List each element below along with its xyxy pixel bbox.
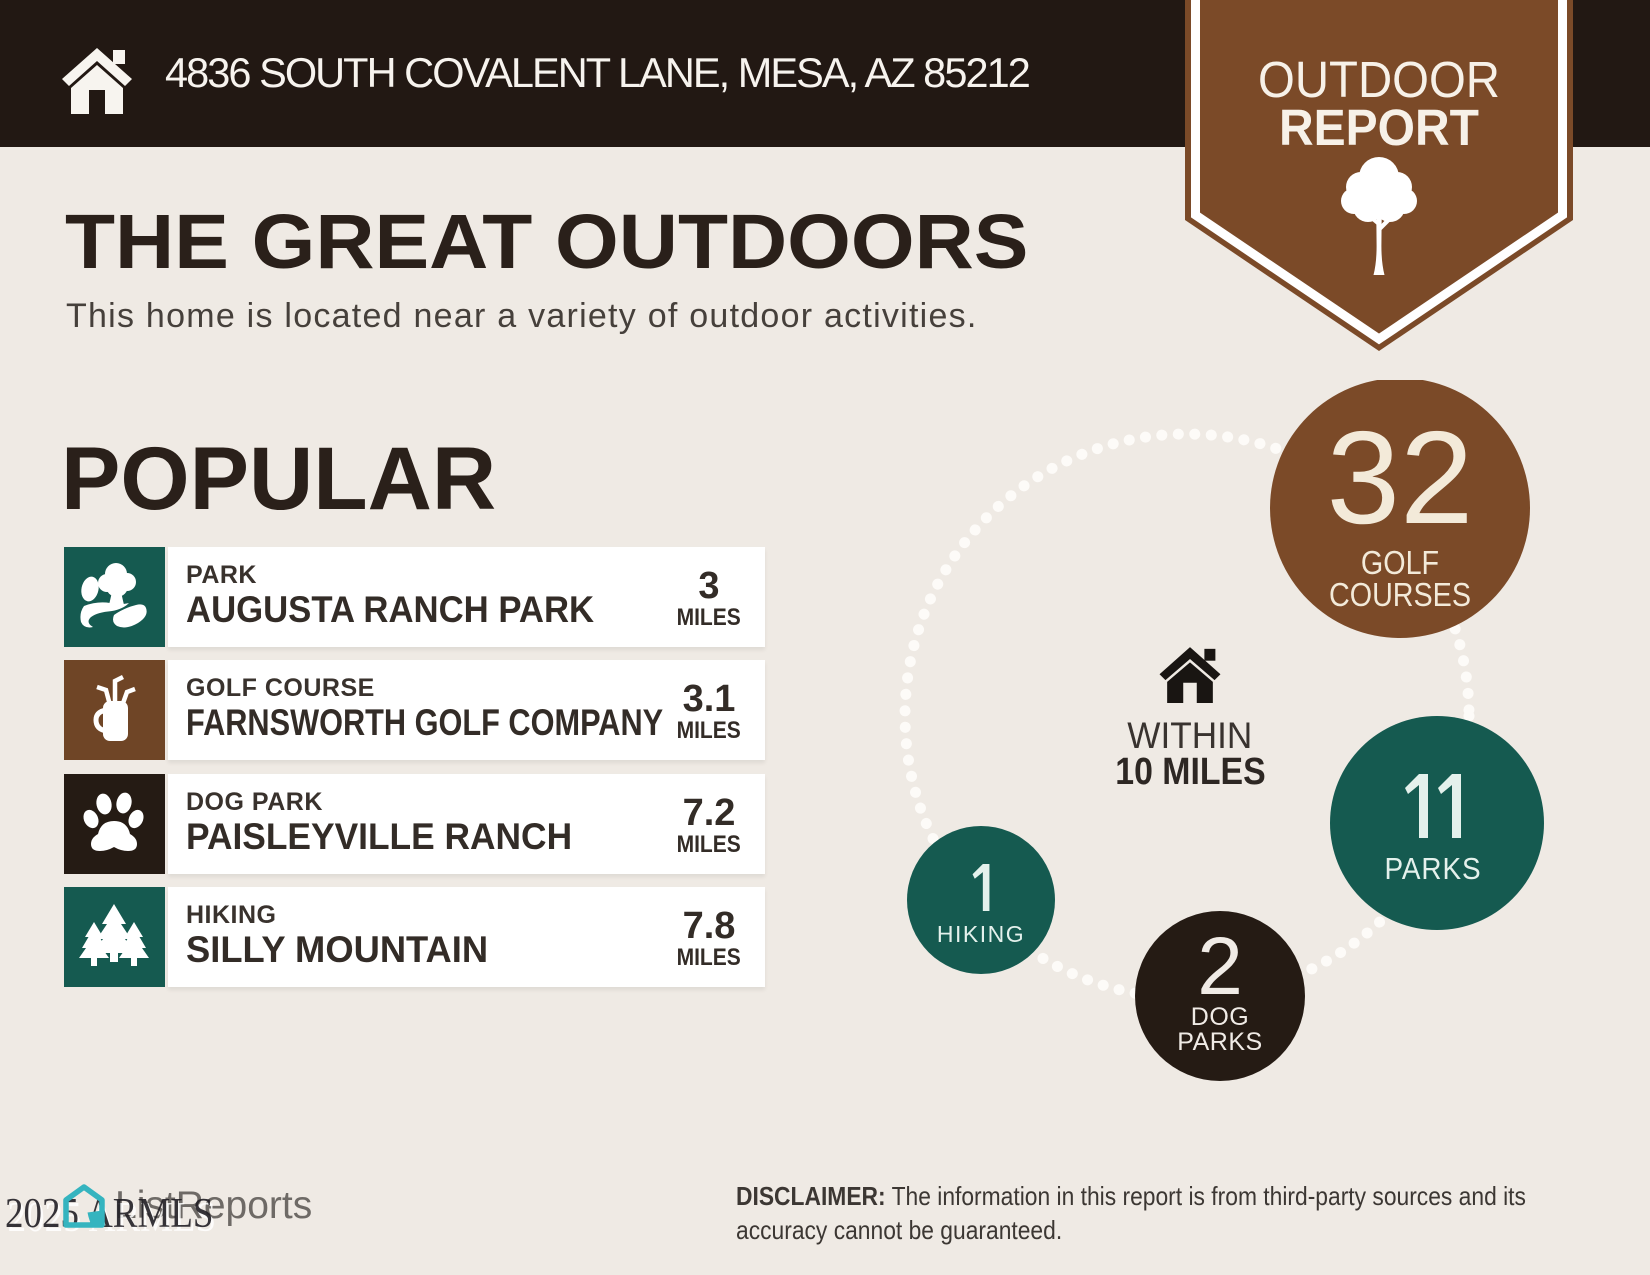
svg-text:OUTDOOR: OUTDOOR: [1258, 51, 1500, 108]
svg-text:REPORT: REPORT: [1279, 99, 1479, 156]
